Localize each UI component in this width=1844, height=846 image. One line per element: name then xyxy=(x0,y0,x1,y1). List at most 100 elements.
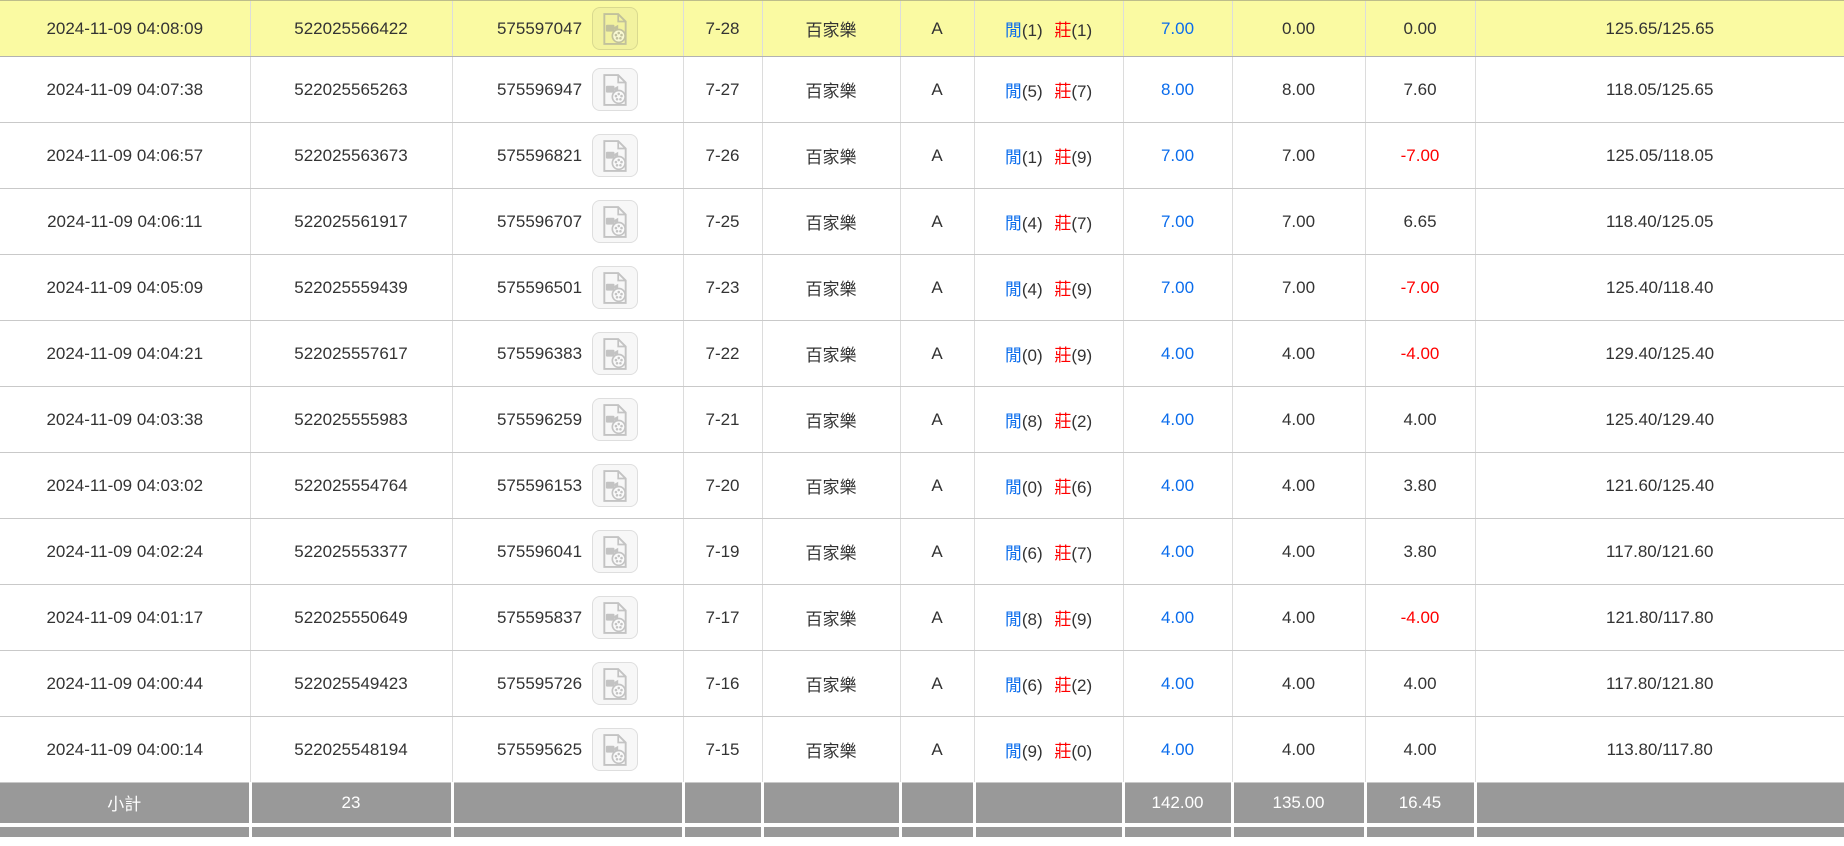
table-row[interactable]: 2024-11-09 04:01:17 522025550649 5755958… xyxy=(0,584,1844,651)
table-row[interactable]: 2024-11-09 04:03:02 522025554764 5755961… xyxy=(0,452,1844,519)
game-name-cell: 百家樂 xyxy=(761,254,900,321)
game-name-cell: 百家樂 xyxy=(761,188,900,255)
result-cell: A xyxy=(899,716,974,783)
table-row[interactable]: 2024-11-09 04:06:11 522025561917 5755967… xyxy=(0,188,1844,255)
video-replay-button[interactable] xyxy=(592,398,639,441)
balance-cell: 125.40/129.40 xyxy=(1474,386,1844,453)
video-replay-button[interactable] xyxy=(592,728,639,771)
bet-time-cell: 2024-11-09 04:06:11 xyxy=(0,188,250,255)
order-no-cell: 522025561917 xyxy=(249,188,452,255)
result-cell: A xyxy=(899,320,974,387)
banker-value: (1) xyxy=(1071,21,1093,40)
order-no-cell: 522025550649 xyxy=(249,584,452,651)
game-no-cell: 575596501 xyxy=(451,254,683,321)
table-row[interactable]: 2024-11-09 04:03:38 522025555983 5755962… xyxy=(0,386,1844,453)
video-file-icon xyxy=(601,73,629,106)
video-replay-button[interactable] xyxy=(592,662,639,705)
video-replay-button[interactable] xyxy=(592,7,639,50)
video-replay-button[interactable] xyxy=(592,332,639,375)
video-file-icon xyxy=(601,667,629,700)
table-round-cell: 7-19 xyxy=(682,518,762,585)
video-replay-button[interactable] xyxy=(592,200,639,243)
table-round-cell: 7-20 xyxy=(682,452,762,519)
bet-time-cell: 2024-11-09 04:03:38 xyxy=(0,386,250,453)
valid-bet-cell[interactable]: 4.00 xyxy=(1122,386,1232,453)
valid-bet-link[interactable]: 4.00 xyxy=(1160,541,1195,561)
game-name-cell: 百家樂 xyxy=(761,650,900,717)
valid-bet-link[interactable]: 7.00 xyxy=(1160,211,1195,231)
game-no-cell: 575595837 xyxy=(451,584,683,651)
table-row[interactable]: 2024-11-09 04:08:09 522025566422 5755970… xyxy=(0,0,1844,57)
banker-value: (2) xyxy=(1071,412,1093,431)
player-value: (8) xyxy=(1021,412,1043,431)
game-no: 575596153 xyxy=(496,475,583,495)
win-loss-cell: 4.00 xyxy=(1364,716,1475,783)
table-row[interactable]: 2024-11-09 04:06:57 522025563673 5755968… xyxy=(0,122,1844,189)
valid-bet-link[interactable]: 7.00 xyxy=(1160,277,1195,297)
banker-value: (7) xyxy=(1071,544,1093,563)
valid-bet-cell[interactable]: 4.00 xyxy=(1122,716,1232,783)
banker-label: 莊 xyxy=(1054,544,1072,563)
video-replay-button[interactable] xyxy=(592,68,639,111)
bet-time-cell: 2024-11-09 04:04:21 xyxy=(0,320,250,387)
valid-bet-link[interactable]: 4.00 xyxy=(1160,475,1195,495)
valid-bet-cell[interactable]: 4.00 xyxy=(1122,518,1232,585)
valid-bet-cell[interactable]: 8.00 xyxy=(1122,56,1232,123)
banker-value: (2) xyxy=(1071,676,1093,695)
valid-bet-cell[interactable]: 7.00 xyxy=(1122,254,1232,321)
player-label: 閒 xyxy=(1004,544,1022,563)
table-round-cell: 7-26 xyxy=(682,122,762,189)
valid-bet-cell[interactable]: 7.00 xyxy=(1122,0,1232,57)
win-loss-cell: 4.00 xyxy=(1364,386,1475,453)
order-no-cell: 522025554764 xyxy=(249,452,452,519)
bet-detail-cell: 閒(0) 莊(9) xyxy=(973,320,1123,387)
valid-bet-cell[interactable]: 4.00 xyxy=(1122,650,1232,717)
banker-label: 莊 xyxy=(1054,346,1072,365)
balance-cell: 117.80/121.80 xyxy=(1474,650,1844,717)
valid-bet-cell[interactable]: 4.00 xyxy=(1122,320,1232,387)
valid-bet-link[interactable]: 7.00 xyxy=(1160,145,1195,165)
order-no-cell: 522025549423 xyxy=(249,650,452,717)
table-row[interactable]: 2024-11-09 04:07:38 522025565263 5755969… xyxy=(0,56,1844,123)
bet-amount-cell: 0.00 xyxy=(1231,0,1365,57)
valid-bet-link[interactable]: 4.00 xyxy=(1160,409,1195,429)
valid-bet-link[interactable]: 4.00 xyxy=(1160,673,1195,693)
result-cell: A xyxy=(899,518,974,585)
video-replay-button[interactable] xyxy=(592,464,639,507)
table-row[interactable]: 2024-11-09 04:00:44 522025549423 5755957… xyxy=(0,650,1844,717)
video-replay-button[interactable] xyxy=(592,596,639,639)
valid-bet-link[interactable]: 4.00 xyxy=(1160,607,1195,627)
video-replay-button[interactable] xyxy=(592,134,639,177)
video-replay-button[interactable] xyxy=(592,530,639,573)
balance-cell: 117.80/121.60 xyxy=(1474,518,1844,585)
game-no: 575596501 xyxy=(496,277,583,297)
table-row[interactable]: 2024-11-09 04:00:14 522025548194 5755956… xyxy=(0,716,1844,783)
table-row[interactable]: 2024-11-09 04:05:09 522025559439 5755965… xyxy=(0,254,1844,321)
game-no: 575596041 xyxy=(496,541,583,561)
valid-bet-link[interactable]: 4.00 xyxy=(1160,739,1195,759)
table-row[interactable]: 2024-11-09 04:04:21 522025557617 5755963… xyxy=(0,320,1844,387)
game-no-cell: 575596153 xyxy=(451,452,683,519)
valid-bet-link[interactable]: 7.00 xyxy=(1160,18,1195,38)
result-cell: A xyxy=(899,56,974,123)
video-replay-button[interactable] xyxy=(592,266,639,309)
valid-bet-link[interactable]: 8.00 xyxy=(1160,79,1195,99)
balance-cell: 121.60/125.40 xyxy=(1474,452,1844,519)
balance-cell: 129.40/125.40 xyxy=(1474,320,1844,387)
bet-amount-cell: 7.00 xyxy=(1231,188,1365,255)
bet-detail-cell: 閒(9) 莊(0) xyxy=(973,716,1123,783)
valid-bet-cell[interactable]: 4.00 xyxy=(1122,584,1232,651)
valid-bet-cell[interactable]: 7.00 xyxy=(1122,122,1232,189)
bet-time-cell: 2024-11-09 04:07:38 xyxy=(0,56,250,123)
video-file-icon xyxy=(601,601,629,634)
game-name-cell: 百家樂 xyxy=(761,320,900,387)
table-row[interactable]: 2024-11-09 04:02:24 522025553377 5755960… xyxy=(0,518,1844,585)
banker-label: 莊 xyxy=(1054,676,1072,695)
bet-detail-cell: 閒(5) 莊(7) xyxy=(973,56,1123,123)
valid-bet-cell[interactable]: 4.00 xyxy=(1122,452,1232,519)
game-no-cell: 575595625 xyxy=(451,716,683,783)
valid-bet-link[interactable]: 4.00 xyxy=(1160,343,1195,363)
valid-bet-cell[interactable]: 7.00 xyxy=(1122,188,1232,255)
bet-detail-cell: 閒(4) 莊(7) xyxy=(973,188,1123,255)
game-no: 575595726 xyxy=(496,673,583,693)
